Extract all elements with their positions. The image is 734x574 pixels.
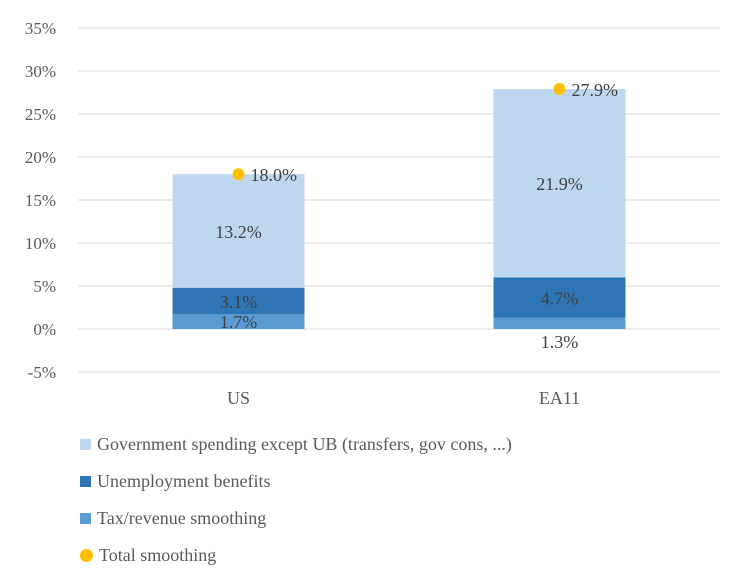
data-label: 1.3% [541,332,579,352]
total-label: 27.9% [572,80,619,100]
bar-segment [493,89,626,278]
y-tick-label: 0% [33,320,56,339]
legend: Government spending except UB (transfers… [80,426,720,574]
data-label: 13.2% [215,222,262,242]
legend-swatch [80,439,91,450]
legend-swatch [80,476,91,487]
bar-segment [493,317,626,329]
legend-swatch [80,513,91,524]
y-tick-label: 25% [25,105,56,124]
legend-marker-dot [80,549,93,562]
legend-label: Government spending except UB (transfers… [97,434,512,454]
data-label: 21.9% [536,174,583,194]
data-label: 3.1% [220,292,258,312]
y-tick-label: -5% [28,363,56,382]
total-label: 18.0% [251,165,298,185]
bar-segment [172,174,305,288]
y-tick-label: 20% [25,148,56,167]
bar-segment [493,277,626,318]
y-tick-label: 10% [25,234,56,253]
total-smoothing-marker [232,168,245,181]
bar-segment [172,287,305,315]
legend-item: Total smoothing [80,537,720,574]
x-category-label: US [227,388,250,408]
data-label: 4.7% [541,289,579,309]
legend-item: Unemployment benefits [80,463,720,500]
bar-segment [172,314,305,329]
y-tick-label: 5% [33,277,56,296]
legend-label: Total smoothing [99,545,217,565]
data-label: 1.7% [220,312,258,332]
y-tick-label: 30% [25,62,56,81]
total-smoothing-marker [553,83,566,96]
y-tick-label: 15% [25,191,56,210]
y-tick-label: 35% [25,19,56,38]
legend-label: Tax/revenue smoothing [97,508,267,528]
data-labels: 1.7%3.1% 13.2% 18.0% 1.3% 4.7% 21.9% 27.9% [215,80,618,352]
y-axis-ticks: -5% 0% 5% 10% 15% 20% 25% 30% 35% [25,19,56,382]
x-axis-categories: US EA11 [227,388,580,408]
legend-item: Government spending except UB (transfers… [80,426,720,463]
bars [172,83,626,329]
legend-item: Tax/revenue smoothing [80,500,720,537]
chart: -5%0%5%10%15%20%25%30%35% 1.7%3.1%13.2%1… [25,19,720,408]
x-category-label: EA11 [539,388,580,408]
legend-label: Unemployment benefits [97,471,271,491]
